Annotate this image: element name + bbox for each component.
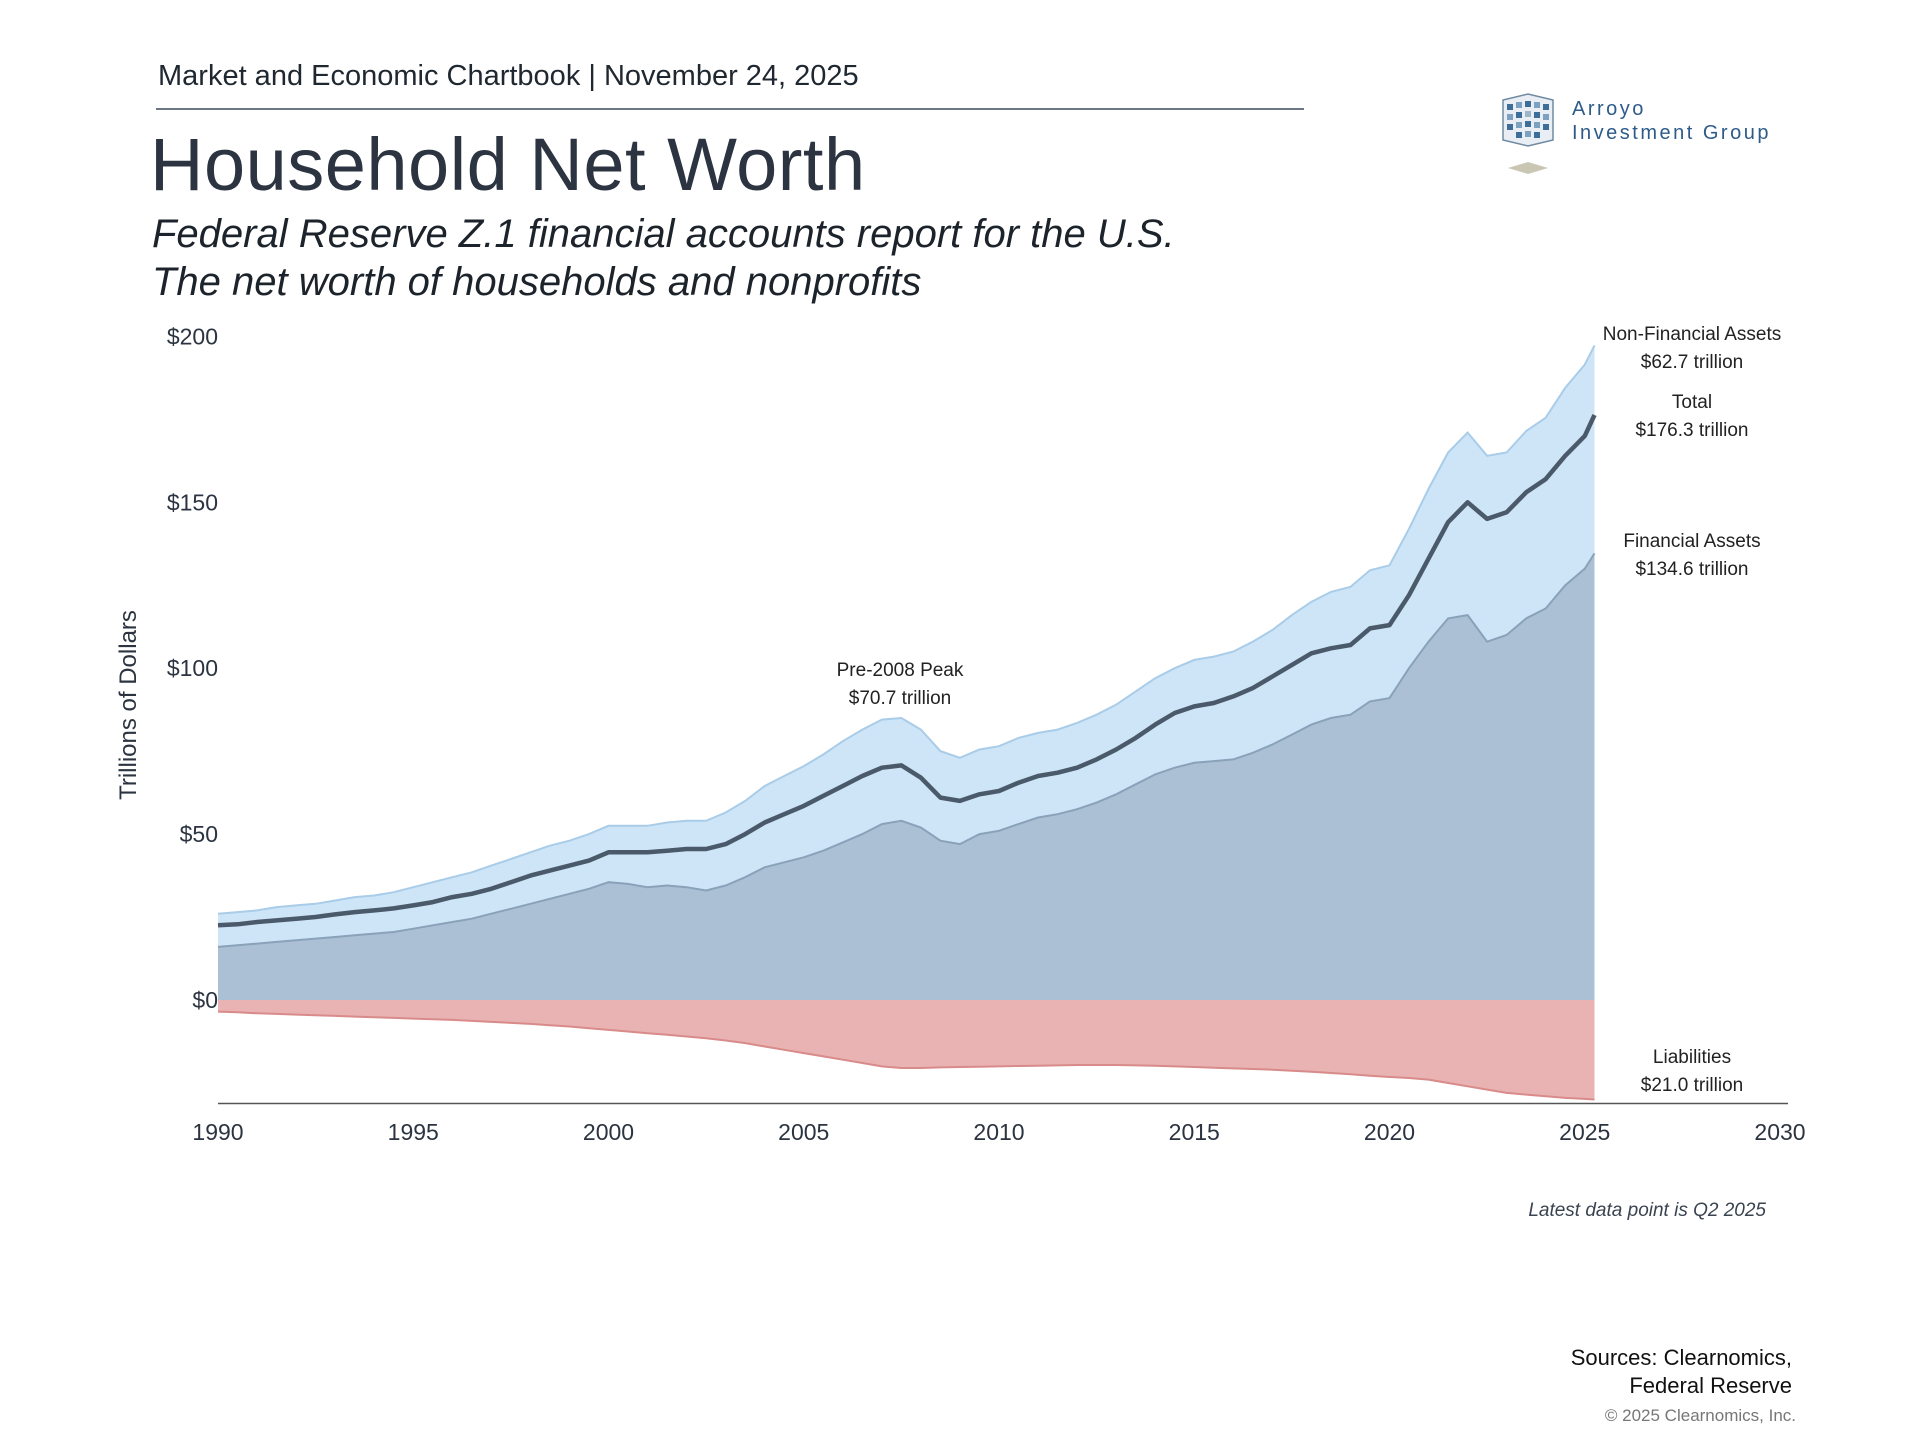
sources-line-1: Sources: Clearnomics, xyxy=(1570,1345,1792,1370)
subtitle-line-2: The net worth of households and nonprofi… xyxy=(152,260,922,304)
header-divider xyxy=(156,108,1304,110)
annotation-value: $134.6 trillion xyxy=(1635,559,1748,580)
annotation-value: $176.3 trillion xyxy=(1635,420,1748,441)
total-net-worth-line xyxy=(217,414,1597,928)
copyright: © 2025 Clearnomics, Inc. xyxy=(1604,1406,1796,1425)
annotation-value: $21.0 trillion xyxy=(1641,1075,1743,1096)
annotation-title: Liabilities xyxy=(1653,1047,1731,1068)
x-tick-label: 2015 xyxy=(1169,1119,1220,1145)
subtitle-line-1: Federal Reserve Z.1 financial accounts r… xyxy=(152,212,1175,256)
annotation-title: Financial Assets xyxy=(1623,531,1760,552)
x-tick-label: 2020 xyxy=(1364,1119,1415,1145)
annotation-liabilities: Liabilities $21.0 trillion xyxy=(1641,1047,1743,1096)
x-tick-label: 2025 xyxy=(1559,1119,1610,1145)
x-tick-label: 1990 xyxy=(192,1119,243,1145)
annotation-title: Pre-2008 Peak xyxy=(837,660,964,681)
liabilities-area xyxy=(218,1000,1595,1100)
annotation-total: Total $176.3 trillion xyxy=(1635,392,1748,441)
sources: Sources: Clearnomics, Federal Reserve xyxy=(1571,1344,1792,1400)
company-logo: Arroyo Investment Group xyxy=(1490,92,1790,192)
financial-assets-edge xyxy=(217,552,1596,948)
financial-assets-area xyxy=(218,553,1595,1000)
x-tick-label: 1995 xyxy=(388,1119,439,1145)
x-tick-label: 2005 xyxy=(778,1119,829,1145)
non-financial-assets-area xyxy=(218,345,1595,947)
x-tick-label: 2030 xyxy=(1754,1119,1805,1145)
y-tick-label: $50 xyxy=(180,821,218,847)
logo-text-line-2: Investment Group xyxy=(1572,122,1771,144)
building-grid-icon xyxy=(1502,93,1554,174)
annotation-value: $62.7 trillion xyxy=(1641,352,1743,373)
annotation-value: $70.7 trillion xyxy=(849,688,951,709)
page-title: Household Net Worth xyxy=(150,123,866,206)
sources-line-2: Federal Reserve xyxy=(1629,1373,1792,1398)
y-tick-label: $100 xyxy=(167,655,218,681)
y-axis-label: Trillions of Dollars xyxy=(115,610,142,800)
liabilities-edge xyxy=(217,1010,1595,1101)
x-tick-label: 2000 xyxy=(583,1119,634,1145)
annotation-title: Total xyxy=(1672,392,1712,413)
latest-data-note: Latest data point is Q2 2025 xyxy=(1528,1200,1766,1221)
y-tick-label: $200 xyxy=(167,323,218,349)
annotation-non-financial: Non-Financial Assets $62.7 trillion xyxy=(1603,324,1781,373)
chartbook-header: Market and Economic Chartbook | November… xyxy=(158,60,859,92)
y-tick-label: $0 xyxy=(192,987,218,1013)
non-financial-assets-edge xyxy=(217,344,1596,915)
x-tick-label: 2010 xyxy=(973,1119,1024,1145)
annotation-peak: Pre-2008 Peak $70.7 trillion xyxy=(837,660,964,709)
y-tick-label: $150 xyxy=(167,489,218,515)
annotation-title: Non-Financial Assets xyxy=(1603,324,1781,345)
annotation-financial: Financial Assets $134.6 trillion xyxy=(1623,531,1760,580)
logo-text-line-1: Arroyo xyxy=(1572,98,1646,120)
